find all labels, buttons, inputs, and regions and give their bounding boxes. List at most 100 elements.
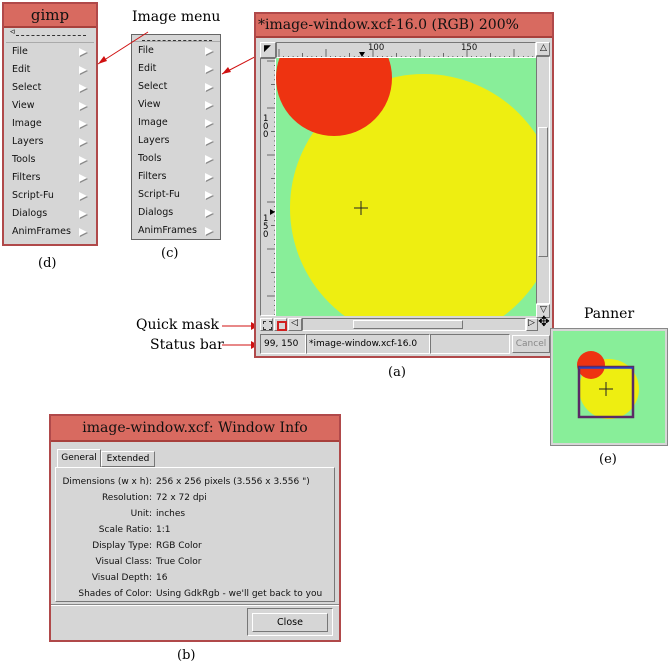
close-button-frame: Close [247,608,333,636]
horizontal-scrollbar[interactable] [302,318,526,331]
tear-off-handle[interactable]: ◃ [6,27,94,43]
quick-mask-label: Quick mask [136,317,220,333]
submenu-arrow-icon [79,174,87,182]
toolbox-menu-item[interactable]: Image [6,115,94,133]
navigate-button[interactable]: ✥ [538,314,552,331]
image-menu-item[interactable]: Layers [132,132,220,150]
panner-preview-art [577,351,639,419]
panner-window [550,328,668,446]
image-menu-item[interactable]: View [132,96,220,114]
toolbox-menu-item[interactable]: AnimFrames [6,223,94,241]
pointer-position-marker [359,52,365,57]
menu-arrow-icon: ◤ [264,44,271,54]
submenu-arrow-icon [205,65,213,73]
submenu-arrow-icon [79,156,87,164]
image-menu-heading: Image menu [132,9,221,25]
yellow-circle [290,74,536,316]
image-menu-item[interactable]: Tools [132,150,220,168]
toolbox-menu-item[interactable]: View [6,97,94,115]
image-window-title: *image-window.xcf-16.0 (RGB) 200% [256,14,552,38]
panner-heading: Panner [584,306,635,322]
window-info-title: image-window.xcf: Window Info [51,416,339,442]
info-row-key: Dimensions (w x h): [62,477,152,487]
cancel-button[interactable]: Cancel [512,335,550,353]
vertical-ruler: 1 0 0 1 5 0 [260,58,276,316]
image-menu: File Edit Select View Image Layers Tools Filter… [131,34,221,240]
ruler-corner-menu-button[interactable]: ◤ [260,42,276,58]
arrow-down-icon: ▽ [540,305,547,315]
horizontal-scrollbar-thumb[interactable] [353,320,463,329]
quick-mask-on-button[interactable] [274,318,287,331]
ruler-label-v150: 1 5 0 [263,214,269,240]
quick-mask-off-button[interactable] [260,318,273,331]
submenu-arrow-icon [79,210,87,218]
info-row-value: True Color [156,557,202,567]
ruler-label-150: 150 [461,43,478,53]
horizontal-ruler: 100 150 [276,42,536,58]
status-bar-label: Status bar [150,337,224,353]
toolbox-menu-item[interactable]: Layers [6,133,94,151]
info-row-key: Unit: [130,509,152,519]
image-window: *image-window.xcf-16.0 (RGB) 200% ◤ 100 … [254,12,554,358]
navigate-move-icon: ✥ [538,314,550,330]
submenu-arrow-icon [205,101,213,109]
caption-e: (e) [599,452,617,467]
toolbox-menu-item[interactable]: Select [6,79,94,97]
panner-viewport-rect [577,365,635,419]
quick-mask-on-icon [277,321,287,331]
toolbox-menu-item[interactable]: Edit [6,61,94,79]
submenu-arrow-icon [79,138,87,146]
info-row-value: RGB Color [156,541,202,551]
toolbox-menu-item[interactable]: Script-Fu [6,187,94,205]
status-text: *image-window.xcf-16.0 [306,334,430,354]
image-menu-item[interactable]: Script-Fu [132,186,220,204]
info-row-value: inches [156,509,186,519]
submenu-arrow-icon [205,119,213,127]
image-menu-item[interactable]: Edit [132,60,220,78]
close-button[interactable]: Close [252,613,328,632]
arrow-right-icon: ▷ [528,318,535,328]
tab-general[interactable]: General [57,449,101,467]
submenu-arrow-icon [205,209,213,217]
hscroll-left-button[interactable]: ◁ [288,318,302,331]
submenu-arrow-icon [205,227,213,235]
image-menu-tear-off[interactable] [132,35,220,42]
toolbox-menu-item[interactable]: Tools [6,151,94,169]
image-menu-item[interactable]: Image [132,114,220,132]
submenu-arrow-icon [79,84,87,92]
gimp-menu: ◃ File Edit Select View Image Layers Tools Filt… [6,27,94,244]
info-row-value: 16 [156,573,168,583]
submenu-arrow-icon [205,191,213,199]
tab-extended[interactable]: Extended [101,451,155,467]
arrow-up-icon: △ [540,43,547,53]
image-menu-item[interactable]: Select [132,78,220,96]
image-menu-item[interactable]: File [132,42,220,60]
vertical-scrollbar[interactable] [536,56,550,304]
vertical-scrollbar-thumb[interactable] [538,127,548,257]
ruler-label-v100: 1 0 0 [263,114,269,140]
vscroll-down-button[interactable]: ▽ [536,304,550,318]
submenu-arrow-icon [205,83,213,91]
gimp-window-title: gimp [4,4,96,28]
info-row-value: 256 x 256 pixels (3.556 x 3.556 ") [156,477,310,487]
toolbox-menu-item[interactable]: Dialogs [6,205,94,223]
hscroll-right-button[interactable]: ▷ [526,318,538,331]
image-menu-item[interactable]: Dialogs [132,204,220,222]
submenu-arrow-icon [79,120,87,128]
submenu-arrow-icon [79,66,87,74]
panner-preview[interactable] [553,331,665,443]
vscroll-up-button[interactable]: △ [536,42,550,56]
info-row-key: Scale Ratio: [98,525,152,535]
image-canvas-art [276,58,536,316]
image-canvas[interactable] [276,58,536,316]
progress-bar [430,334,510,354]
image-menu-item[interactable]: Filters [132,168,220,186]
info-row-value: 72 x 72 dpi [156,493,207,503]
toolbox-menu-item[interactable]: Filters [6,169,94,187]
image-menu-item[interactable]: AnimFrames [132,222,220,240]
info-row-key: Shades of Color: [78,589,152,599]
toolbox-menu-item[interactable]: File [6,43,94,61]
general-tab-panel: Dimensions (w x h): 256 x 256 pixels (3.5… [55,467,335,602]
submenu-arrow-icon [205,173,213,181]
ruler-label-100: 100 [368,43,385,53]
